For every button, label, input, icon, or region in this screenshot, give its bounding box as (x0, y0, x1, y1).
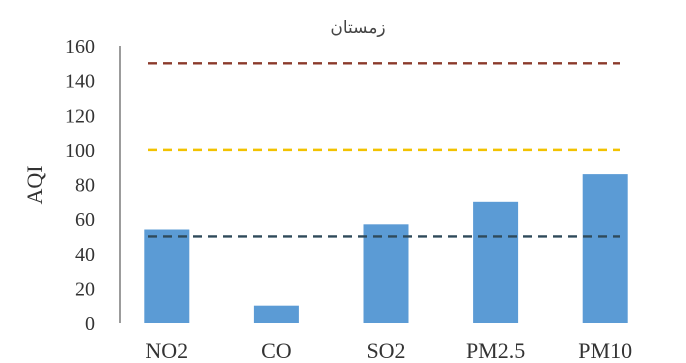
bar (363, 224, 409, 323)
y-axis-title: AQI (22, 165, 47, 204)
bar (582, 174, 628, 323)
x-tick-label: NO2 (145, 338, 188, 363)
bar (473, 201, 519, 323)
y-tick-label: 120 (65, 105, 95, 127)
y-tick-label: 60 (75, 209, 95, 231)
x-tick-label: CO (261, 338, 292, 363)
chart-title: زمستان (330, 18, 385, 38)
y-tick-label: 100 (65, 140, 95, 162)
y-tick-label: 160 (65, 36, 95, 58)
y-tick-label: 20 (75, 278, 95, 300)
y-tick-label: 40 (75, 244, 95, 266)
bar (253, 305, 299, 323)
x-tick-label: PM2.5 (466, 338, 525, 363)
y-tick-label: 140 (65, 71, 95, 93)
y-tick-label: 0 (85, 313, 95, 335)
y-tick-label: 80 (75, 175, 95, 197)
plot-area: 0 20 40 60 80 100 120 140 160 NO2 CO SO2 PM2.5 PM10 (65, 36, 632, 363)
x-tick-label: PM10 (578, 338, 632, 363)
bar (144, 229, 190, 323)
x-tick-label: SO2 (366, 338, 405, 363)
